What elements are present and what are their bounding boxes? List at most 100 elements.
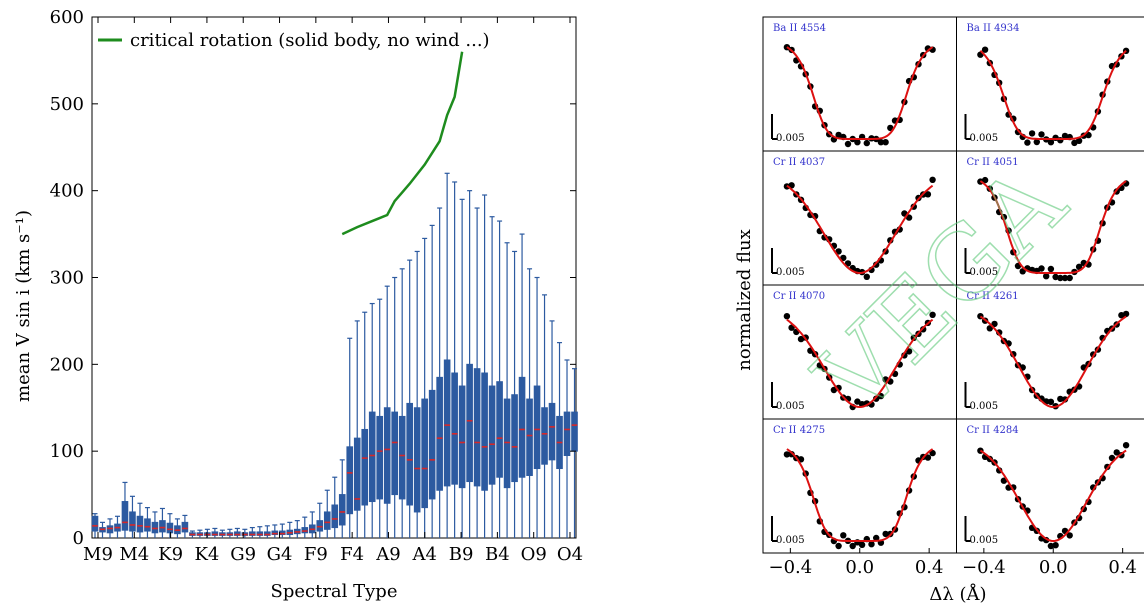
box xyxy=(271,530,279,536)
x-tick-label: A4 xyxy=(412,544,437,565)
left-ylabel: mean V sin i (km s⁻¹) xyxy=(13,210,34,402)
y-tick-label: 300 xyxy=(50,268,84,289)
box xyxy=(503,398,511,489)
left-legend: critical rotation (solid body, no wind .… xyxy=(98,30,490,51)
scale-bar-label: 0.005 xyxy=(776,267,805,278)
data-point xyxy=(854,139,861,146)
data-point xyxy=(1024,139,1031,146)
x-tick-label: O9 xyxy=(521,544,547,565)
box xyxy=(361,428,369,506)
left-xlabel: Spectral Type xyxy=(271,581,398,602)
box xyxy=(316,520,324,532)
box xyxy=(391,411,398,496)
fit-curve xyxy=(979,315,1127,409)
data-point xyxy=(1047,542,1055,550)
right-x-tick-label: 0.0 xyxy=(1039,557,1068,578)
box xyxy=(518,376,526,478)
scale-bar-label: 0.005 xyxy=(776,535,805,546)
box xyxy=(323,511,331,530)
panel-title: Cr II 4070 xyxy=(773,291,825,302)
data-point xyxy=(788,451,795,458)
box xyxy=(159,520,166,533)
panel-title: Cr II 4037 xyxy=(773,157,825,168)
box xyxy=(496,381,503,478)
box xyxy=(91,515,99,532)
right-x-tick-label: 0.4 xyxy=(915,557,944,578)
scale-bar-label: 0.005 xyxy=(970,133,999,144)
data-point xyxy=(858,541,866,548)
box xyxy=(129,511,136,532)
panel-title: Ba II 4554 xyxy=(773,23,826,34)
right-x-tick-label: 0.0 xyxy=(845,557,874,578)
fit-curve xyxy=(786,184,934,275)
data-point xyxy=(849,542,856,550)
y-tick-label: 600 xyxy=(50,7,84,28)
box xyxy=(466,363,473,483)
fit-curve xyxy=(979,449,1127,543)
data-point xyxy=(1057,274,1064,282)
fit-curve xyxy=(979,49,1127,140)
box xyxy=(353,437,361,511)
panel-frame xyxy=(762,16,957,152)
data-point xyxy=(877,139,885,146)
panel-title: Cr II 4261 xyxy=(967,291,1019,302)
box xyxy=(428,389,436,500)
x-tick-label: G9 xyxy=(230,544,256,565)
panel-title: Cr II 4275 xyxy=(773,425,825,436)
x-tick-label: B9 xyxy=(449,544,474,565)
x-tick-label: O4 xyxy=(557,544,583,565)
box xyxy=(533,385,541,470)
box xyxy=(473,368,481,487)
data-point xyxy=(1043,273,1050,280)
right-xlabel: Δλ (Å) xyxy=(929,583,986,605)
data-point xyxy=(783,451,791,458)
data-point xyxy=(981,46,989,53)
box xyxy=(383,407,391,504)
x-tick-label: M4 xyxy=(119,544,149,565)
box xyxy=(563,411,571,457)
box-series xyxy=(91,172,578,538)
panel-title: Cr II 4051 xyxy=(967,157,1019,168)
y-tick-label: 400 xyxy=(50,181,84,202)
box xyxy=(121,501,129,531)
data-point xyxy=(1028,130,1036,137)
box xyxy=(451,372,458,485)
data-point xyxy=(863,273,870,280)
data-point xyxy=(844,140,852,148)
box xyxy=(106,525,114,534)
data-point xyxy=(1075,137,1083,144)
scale-bar-label: 0.005 xyxy=(776,401,805,412)
data-point xyxy=(863,139,870,147)
data-point xyxy=(1066,274,1073,282)
data-point xyxy=(873,261,880,268)
box xyxy=(548,402,556,461)
box xyxy=(181,521,189,533)
x-tick-label: F4 xyxy=(340,544,364,565)
data-point xyxy=(1122,310,1130,318)
data-point xyxy=(1113,449,1120,456)
box xyxy=(571,411,578,452)
scale-bar-label: 0.005 xyxy=(970,267,999,278)
fit-curve xyxy=(979,180,1127,274)
data-point xyxy=(991,320,998,328)
y-tick-label: 500 xyxy=(50,94,84,115)
data-point xyxy=(1038,131,1045,138)
data-point xyxy=(981,176,989,184)
data-point xyxy=(1066,532,1073,539)
x-tick-label: M9 xyxy=(83,544,113,565)
data-point xyxy=(1052,542,1059,549)
critical-rotation-curve xyxy=(341,51,464,236)
data-point xyxy=(882,139,889,146)
data-point xyxy=(1061,396,1069,403)
box xyxy=(144,518,151,532)
fit-curve xyxy=(786,318,934,409)
box xyxy=(526,398,533,476)
x-tick-label: G4 xyxy=(267,544,293,565)
x-tick-label: F9 xyxy=(304,544,328,565)
box xyxy=(541,407,548,465)
right-panels-grid: Ba II 4554 0.005 Ba II 4934 0.005 Cr II 4037… xyxy=(762,16,1144,578)
right-ylabel: normalized flux xyxy=(734,229,755,370)
legend-text-critical: critical rotation (solid body, no wind .… xyxy=(130,30,490,51)
box xyxy=(256,531,264,536)
data-point xyxy=(1122,442,1130,449)
